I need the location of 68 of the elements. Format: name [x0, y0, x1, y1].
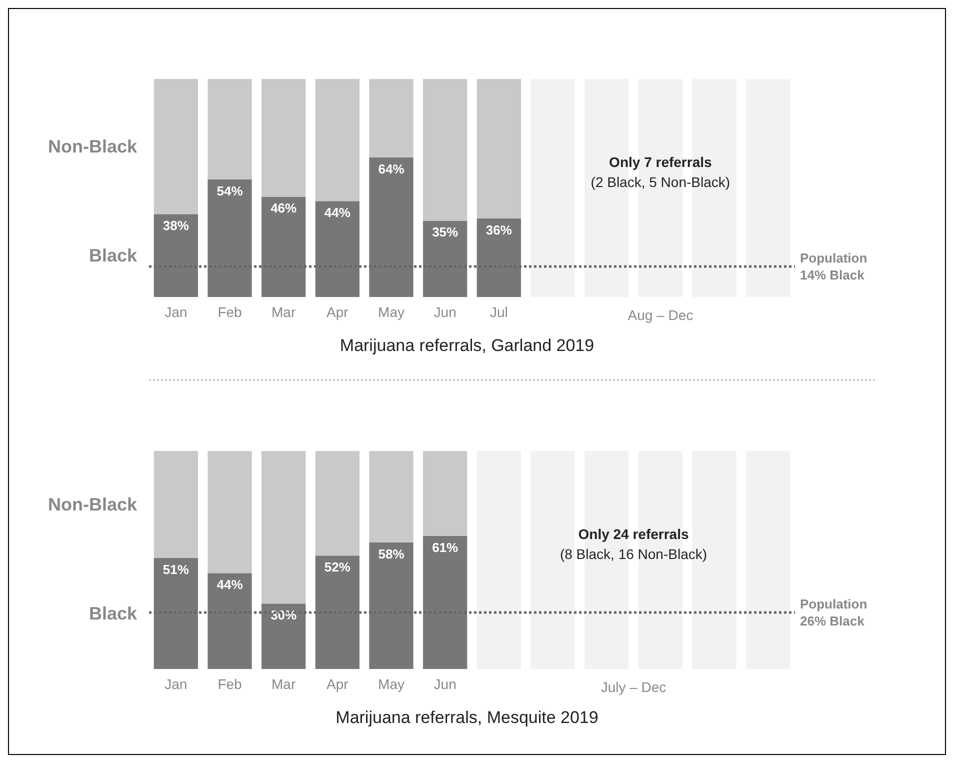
- bar: [369, 451, 414, 543]
- x-tick-label: Jul: [490, 304, 508, 320]
- x-tick-label: Jun: [434, 676, 456, 692]
- bar: [369, 79, 414, 158]
- bar: [315, 451, 360, 556]
- data-label: 64%: [378, 161, 405, 176]
- bar: [154, 214, 198, 297]
- data-label: 38%: [162, 218, 190, 234]
- x-tick-label: Jun: [434, 304, 456, 320]
- bar: [208, 79, 252, 180]
- bar: [154, 451, 198, 558]
- bar: [530, 451, 575, 669]
- text: Marijuana referrals, Garland 2019: [340, 336, 594, 355]
- annotation: Only 7 referrals (2 Black, 5 Non-Black): [590, 154, 730, 190]
- bar: [262, 451, 306, 604]
- x-tick-label: Mar: [272, 676, 296, 692]
- data-label: 44%: [324, 205, 351, 220]
- bar: [530, 79, 575, 297]
- bar: [154, 558, 198, 669]
- ref-line-label: Population 26% Black: [800, 596, 868, 628]
- series-label: Non-Black: [48, 136, 138, 157]
- bar: [423, 220, 468, 297]
- x-tick-label: May: [378, 676, 404, 692]
- annotation: Only 24 referrals (8 Black, 16 Non-Black): [560, 526, 708, 562]
- data-label: 61%: [432, 540, 459, 556]
- bar: [315, 556, 360, 669]
- x-tick-label: Jan: [164, 676, 188, 692]
- series-label: Non-Black: [48, 494, 138, 514]
- bar: [476, 79, 521, 219]
- bar: [746, 79, 790, 297]
- series-label: Black: [88, 246, 138, 266]
- data-label: 36%: [486, 222, 512, 238]
- series-label: Black: [88, 603, 138, 624]
- bar: [262, 79, 306, 197]
- text: July – Dec: [600, 679, 666, 695]
- data-label: 54%: [216, 183, 244, 198]
- bar: [476, 218, 521, 297]
- data-label: 58%: [378, 546, 405, 562]
- x-tick-label: Feb: [218, 304, 242, 320]
- bar: [315, 79, 360, 202]
- ref-line-label: Population 14% Black: [800, 250, 868, 282]
- bar: [423, 536, 468, 669]
- bar: [369, 157, 414, 297]
- text: Marijuana referrals, Mesquite 2019: [336, 708, 598, 727]
- bar: [208, 573, 252, 669]
- x-tick-label: Apr: [326, 304, 349, 320]
- data-label: 44%: [216, 577, 244, 592]
- bar: [154, 79, 198, 214]
- x-tick-label: Feb: [218, 676, 242, 692]
- data-label: 51%: [162, 562, 190, 577]
- bar: [369, 542, 414, 669]
- bar: [208, 451, 252, 574]
- bar: [262, 604, 306, 669]
- bar: [262, 196, 306, 297]
- data-label: 35%: [432, 224, 459, 240]
- x-tick-label: Jan: [164, 304, 188, 320]
- data-label: 52%: [324, 560, 351, 575]
- bar: [746, 451, 790, 669]
- x-tick-label: Apr: [326, 676, 349, 692]
- bar: [423, 451, 468, 536]
- x-tick-label: May: [378, 304, 404, 320]
- data-label: 46%: [270, 200, 298, 216]
- bar: [315, 201, 360, 297]
- bar: [208, 179, 252, 297]
- bar: [423, 79, 468, 221]
- x-tick-label: Mar: [272, 304, 296, 320]
- text: Aug – Dec: [628, 307, 694, 323]
- bar: [476, 451, 521, 669]
